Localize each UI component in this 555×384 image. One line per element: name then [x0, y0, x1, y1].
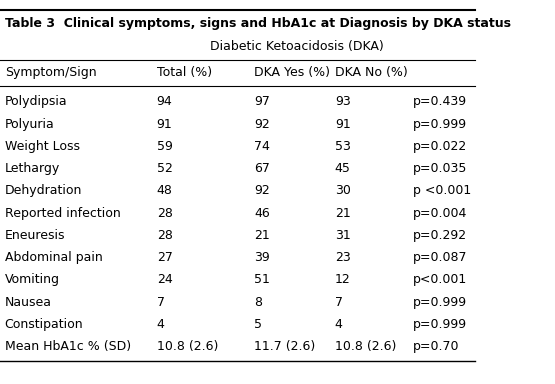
- Text: Lethargy: Lethargy: [5, 162, 60, 175]
- Text: 11.7 (2.6): 11.7 (2.6): [254, 340, 315, 353]
- Text: Reported infection: Reported infection: [5, 207, 120, 220]
- Text: Total (%): Total (%): [157, 66, 212, 79]
- Text: Diabetic Ketoacidosis (DKA): Diabetic Ketoacidosis (DKA): [210, 40, 384, 53]
- Text: Nausea: Nausea: [5, 296, 52, 309]
- Text: DKA Yes (%): DKA Yes (%): [254, 66, 330, 79]
- Text: Mean HbA1c % (SD): Mean HbA1c % (SD): [5, 340, 131, 353]
- Text: Vomiting: Vomiting: [5, 273, 60, 286]
- Text: Polydipsia: Polydipsia: [5, 95, 67, 108]
- Text: p=0.999: p=0.999: [413, 296, 467, 309]
- Text: p=0.999: p=0.999: [413, 118, 467, 131]
- Text: p<0.001: p<0.001: [413, 273, 467, 286]
- Text: 7: 7: [157, 296, 165, 309]
- Text: 28: 28: [157, 207, 173, 220]
- Text: 74: 74: [254, 140, 270, 153]
- Text: 51: 51: [254, 273, 270, 286]
- Text: p=0.087: p=0.087: [413, 251, 468, 264]
- Text: 21: 21: [254, 229, 270, 242]
- Text: p=0.70: p=0.70: [413, 340, 460, 353]
- Text: 5: 5: [254, 318, 262, 331]
- Text: 10.8 (2.6): 10.8 (2.6): [335, 340, 396, 353]
- Text: p=0.999: p=0.999: [413, 318, 467, 331]
- Text: p=0.022: p=0.022: [413, 140, 467, 153]
- Text: 91: 91: [335, 118, 351, 131]
- Text: p=0.004: p=0.004: [413, 207, 467, 220]
- Text: Table 3  Clinical symptoms, signs and HbA1c at Diagnosis by DKA status: Table 3 Clinical symptoms, signs and HbA…: [5, 17, 511, 30]
- Text: 23: 23: [335, 251, 351, 264]
- Text: Abdominal pain: Abdominal pain: [5, 251, 103, 264]
- Text: 39: 39: [254, 251, 270, 264]
- Text: 8: 8: [254, 296, 262, 309]
- Text: 94: 94: [157, 95, 173, 108]
- Text: 10.8 (2.6): 10.8 (2.6): [157, 340, 218, 353]
- Text: 27: 27: [157, 251, 173, 264]
- Text: 67: 67: [254, 162, 270, 175]
- Text: DKA No (%): DKA No (%): [335, 66, 407, 79]
- Text: Eneuresis: Eneuresis: [5, 229, 65, 242]
- Text: 12: 12: [335, 273, 351, 286]
- Text: 48: 48: [157, 184, 173, 197]
- Text: 4: 4: [157, 318, 165, 331]
- Text: 52: 52: [157, 162, 173, 175]
- Text: 28: 28: [157, 229, 173, 242]
- Text: 45: 45: [335, 162, 351, 175]
- Text: 46: 46: [254, 207, 270, 220]
- Text: 24: 24: [157, 273, 173, 286]
- Text: 30: 30: [335, 184, 351, 197]
- Text: p <0.001: p <0.001: [413, 184, 471, 197]
- Text: 91: 91: [157, 118, 173, 131]
- Text: 97: 97: [254, 95, 270, 108]
- Text: 53: 53: [335, 140, 351, 153]
- Text: p=0.292: p=0.292: [413, 229, 467, 242]
- Text: 93: 93: [335, 95, 351, 108]
- Text: 92: 92: [254, 184, 270, 197]
- Text: 92: 92: [254, 118, 270, 131]
- Text: 59: 59: [157, 140, 173, 153]
- Text: 7: 7: [335, 296, 343, 309]
- Text: 4: 4: [335, 318, 342, 331]
- Text: Weight Loss: Weight Loss: [5, 140, 80, 153]
- Text: p=0.439: p=0.439: [413, 95, 467, 108]
- Text: 21: 21: [335, 207, 351, 220]
- Text: Polyuria: Polyuria: [5, 118, 54, 131]
- Text: Dehydration: Dehydration: [5, 184, 82, 197]
- Text: Constipation: Constipation: [5, 318, 83, 331]
- Text: Symptom/Sign: Symptom/Sign: [5, 66, 97, 79]
- Text: p=0.035: p=0.035: [413, 162, 467, 175]
- Text: 31: 31: [335, 229, 351, 242]
